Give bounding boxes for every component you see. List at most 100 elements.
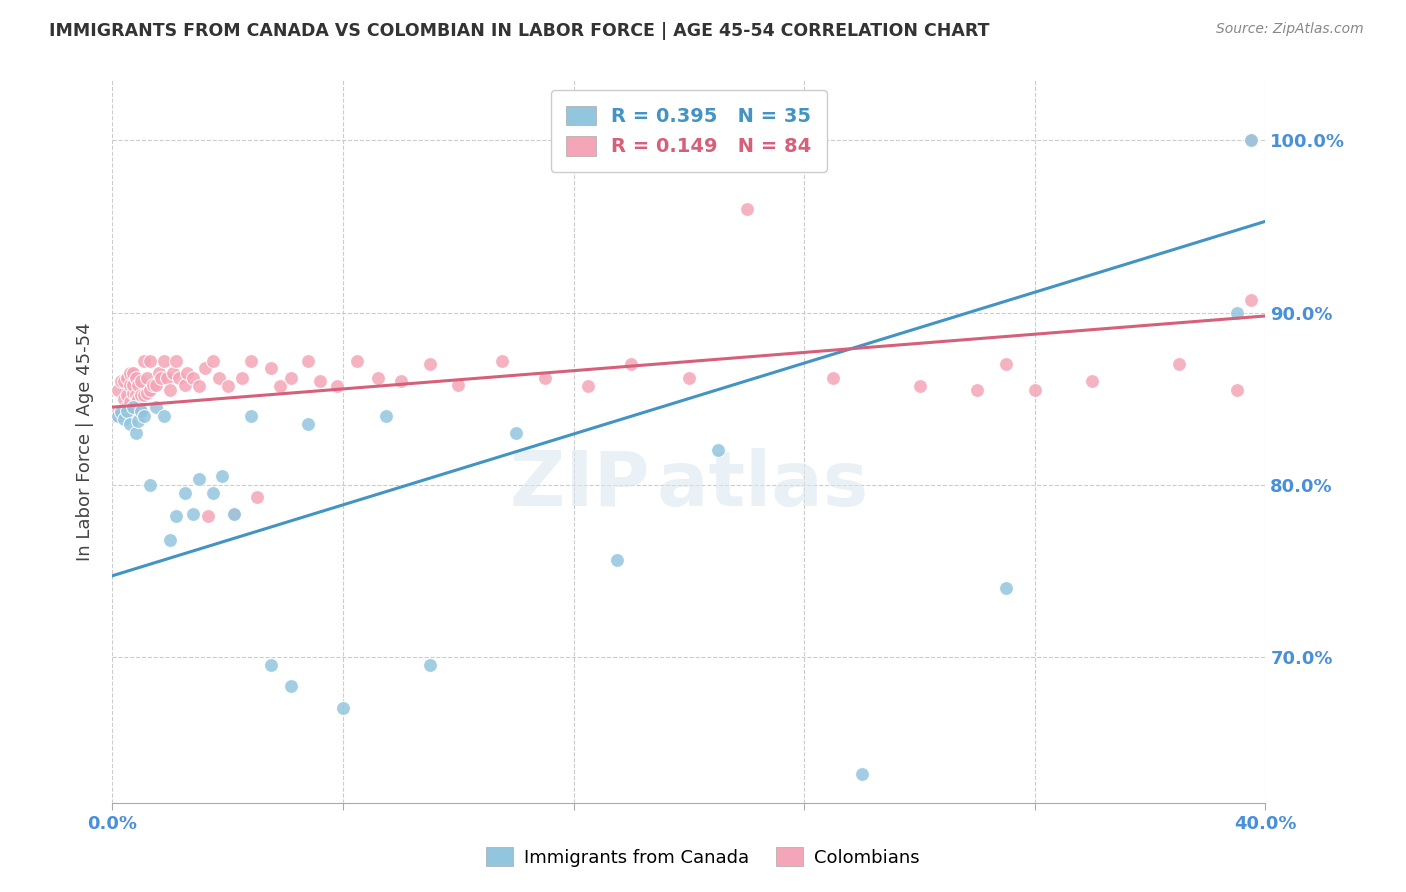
Point bbox=[269, 379, 291, 393]
Point bbox=[194, 360, 217, 375]
Point bbox=[280, 679, 302, 693]
Point bbox=[246, 490, 269, 504]
Point bbox=[367, 371, 389, 385]
Point bbox=[127, 414, 149, 428]
Point bbox=[202, 353, 225, 368]
Point bbox=[202, 486, 225, 500]
Point bbox=[167, 371, 190, 385]
Point bbox=[153, 353, 176, 368]
Point bbox=[173, 486, 195, 500]
Point bbox=[121, 377, 143, 392]
Point bbox=[121, 366, 143, 380]
Point bbox=[375, 409, 398, 423]
Point bbox=[217, 379, 239, 393]
Point bbox=[1081, 375, 1104, 389]
Point bbox=[1024, 383, 1046, 397]
Point bbox=[127, 392, 149, 406]
Point bbox=[188, 379, 211, 393]
Point bbox=[115, 403, 138, 417]
Point bbox=[134, 409, 156, 423]
Point bbox=[118, 377, 141, 392]
Point bbox=[139, 353, 162, 368]
Point bbox=[280, 371, 302, 385]
Point bbox=[142, 377, 165, 392]
Point bbox=[1240, 133, 1263, 147]
Point bbox=[148, 366, 170, 380]
Point bbox=[153, 409, 176, 423]
Point bbox=[124, 371, 146, 385]
Point bbox=[129, 388, 153, 402]
Point bbox=[389, 375, 412, 389]
Point bbox=[678, 371, 700, 385]
Point bbox=[118, 366, 141, 380]
Point bbox=[966, 383, 988, 397]
Point bbox=[188, 472, 211, 486]
Point bbox=[606, 553, 628, 567]
Point bbox=[121, 400, 143, 414]
Point bbox=[309, 375, 332, 389]
Point bbox=[239, 353, 262, 368]
Point bbox=[576, 379, 599, 393]
Point bbox=[419, 658, 441, 673]
Point bbox=[491, 353, 513, 368]
Point bbox=[620, 357, 643, 371]
Point bbox=[107, 409, 129, 423]
Point bbox=[162, 366, 184, 380]
Point bbox=[110, 403, 132, 417]
Point bbox=[129, 403, 153, 417]
Text: Source: ZipAtlas.com: Source: ZipAtlas.com bbox=[1216, 22, 1364, 37]
Point bbox=[735, 202, 758, 217]
Point bbox=[136, 386, 159, 401]
Point bbox=[115, 400, 138, 414]
Point bbox=[222, 507, 245, 521]
Point bbox=[181, 507, 204, 521]
Point bbox=[159, 533, 181, 547]
Point bbox=[165, 353, 187, 368]
Point bbox=[1167, 357, 1189, 371]
Point bbox=[134, 353, 156, 368]
Point bbox=[181, 371, 204, 385]
Point bbox=[110, 375, 132, 389]
Point bbox=[208, 371, 231, 385]
Point bbox=[173, 377, 195, 392]
Text: ZIP atlas: ZIP atlas bbox=[510, 448, 868, 522]
Point bbox=[134, 388, 156, 402]
Point bbox=[851, 766, 873, 780]
Point bbox=[222, 507, 245, 521]
Point bbox=[124, 388, 146, 402]
Point bbox=[419, 357, 441, 371]
Point bbox=[112, 412, 135, 426]
Point bbox=[995, 581, 1018, 595]
Point bbox=[129, 403, 153, 417]
Point bbox=[112, 392, 135, 406]
Point bbox=[239, 409, 262, 423]
Point bbox=[260, 360, 283, 375]
Point bbox=[159, 383, 181, 397]
Point bbox=[156, 371, 179, 385]
Point bbox=[176, 366, 198, 380]
Point bbox=[197, 508, 219, 523]
Point bbox=[346, 353, 368, 368]
Point bbox=[821, 371, 844, 385]
Point bbox=[129, 375, 153, 389]
Point bbox=[136, 371, 159, 385]
Point bbox=[145, 377, 167, 392]
Point bbox=[115, 371, 138, 385]
Point bbox=[297, 353, 319, 368]
Legend: Immigrants from Canada, Colombians: Immigrants from Canada, Colombians bbox=[479, 840, 927, 874]
Point bbox=[121, 386, 143, 401]
Legend: R = 0.395   N = 35, R = 0.149   N = 84: R = 0.395 N = 35, R = 0.149 N = 84 bbox=[551, 90, 827, 172]
Point bbox=[104, 409, 127, 423]
Point bbox=[505, 425, 527, 440]
Point bbox=[534, 371, 557, 385]
Point bbox=[1240, 133, 1263, 147]
Point bbox=[260, 658, 283, 673]
Point bbox=[1226, 305, 1249, 319]
Point bbox=[332, 701, 354, 715]
Point bbox=[107, 405, 129, 419]
Point bbox=[127, 377, 149, 392]
Point bbox=[995, 357, 1018, 371]
Point bbox=[908, 379, 931, 393]
Point bbox=[211, 469, 233, 483]
Point bbox=[124, 395, 146, 409]
